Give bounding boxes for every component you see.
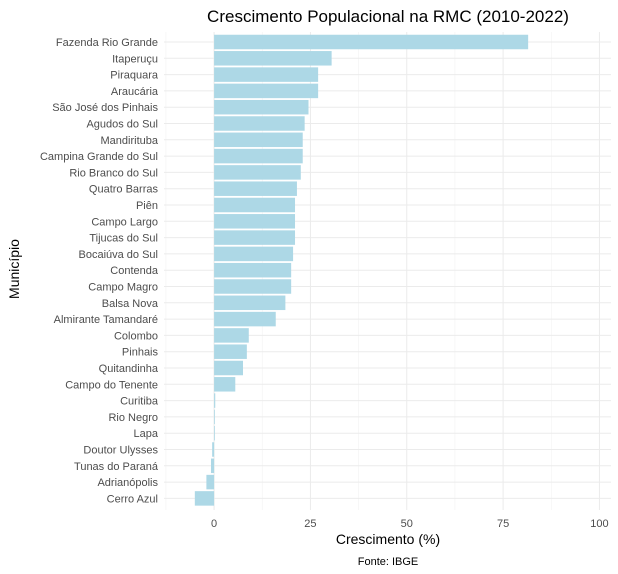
y-tick-label: Pinhais <box>122 347 159 359</box>
y-tick-label: Tunas do Paraná <box>74 461 159 473</box>
bar <box>214 328 249 343</box>
x-tick-label: 0 <box>211 518 217 530</box>
bar <box>211 458 215 474</box>
y-tick-label: Bocaiúva do Sul <box>79 249 159 261</box>
chart-title: Crescimento Populacional na RMC (2010-20… <box>207 7 569 26</box>
y-tick-labels: Fazenda Rio Grande Itaperuçu Piraquara Arau… <box>40 37 159 505</box>
x-tick-labels: 0 25 50 75 100 <box>211 518 609 530</box>
bar <box>214 425 215 441</box>
y-tick-label: Campina Grande do Sul <box>40 151 158 163</box>
y-tick-label: Campo do Tenente <box>65 379 158 391</box>
y-tick-label: Lapa <box>134 428 159 440</box>
bar <box>214 197 296 213</box>
y-tick-label: Rio Negro <box>108 412 158 424</box>
bars <box>194 34 529 506</box>
y-tick-label: Doutor Ulysses <box>83 445 158 457</box>
bar <box>214 360 243 376</box>
y-tick-label: Quitandinha <box>99 363 159 375</box>
y-tick-label: Colombo <box>114 330 158 342</box>
y-tick-label: Itaperuçu <box>112 53 158 65</box>
y-tick-label: Piraquara <box>110 70 159 82</box>
bar <box>214 262 292 278</box>
bar <box>214 230 296 245</box>
bar <box>214 67 319 82</box>
bar <box>214 295 286 311</box>
y-tick-label: Quatro Barras <box>89 184 159 196</box>
bar <box>214 51 332 66</box>
y-tick-label: Agudos do Sul <box>86 119 158 131</box>
x-tick-label: 100 <box>590 518 608 530</box>
bar <box>214 409 215 425</box>
y-tick-label: Fazenda Rio Grande <box>56 37 158 49</box>
bar <box>214 279 292 294</box>
bar <box>214 83 319 99</box>
bar <box>214 165 301 180</box>
chart-caption: Fonte: IBGE <box>358 556 419 568</box>
bar <box>214 246 294 262</box>
y-tick-label: Mandirituba <box>101 135 159 147</box>
y-tick-label: Araucária <box>111 86 159 98</box>
bar <box>214 99 309 115</box>
y-tick-label: Adrianópolis <box>97 477 158 489</box>
bar <box>194 491 215 506</box>
bar <box>214 148 303 164</box>
bar <box>212 442 215 457</box>
y-tick-label: Contenda <box>110 265 159 277</box>
y-tick-label: Campo Magro <box>88 282 158 294</box>
y-tick-label: Campo Largo <box>91 216 158 228</box>
x-tick-label: 25 <box>304 518 316 530</box>
bar <box>214 377 236 392</box>
x-tick-label: 75 <box>497 518 509 530</box>
bar <box>206 474 215 490</box>
bar <box>214 181 297 196</box>
y-tick-label: Rio Branco do Sul <box>69 167 158 179</box>
y-tick-label: Cerro Azul <box>107 493 158 505</box>
y-tick-label: Tijucas do Sul <box>89 233 158 245</box>
bar <box>214 34 529 50</box>
y-tick-label: São José dos Pinhais <box>52 102 158 114</box>
bar <box>214 116 305 131</box>
y-tick-label: Curitiba <box>120 396 159 408</box>
y-tick-label: Piên <box>136 200 158 212</box>
bar <box>214 393 216 408</box>
bar <box>214 311 276 327</box>
x-tick-label: 50 <box>401 518 413 530</box>
bar <box>214 344 247 359</box>
x-axis-title: Crescimento (%) <box>336 531 440 547</box>
bar <box>214 214 296 229</box>
y-axis-title: Município <box>6 239 22 299</box>
bar <box>214 132 303 148</box>
y-tick-label: Balsa Nova <box>102 298 159 310</box>
y-tick-label: Almirante Tamandaré <box>54 314 158 326</box>
